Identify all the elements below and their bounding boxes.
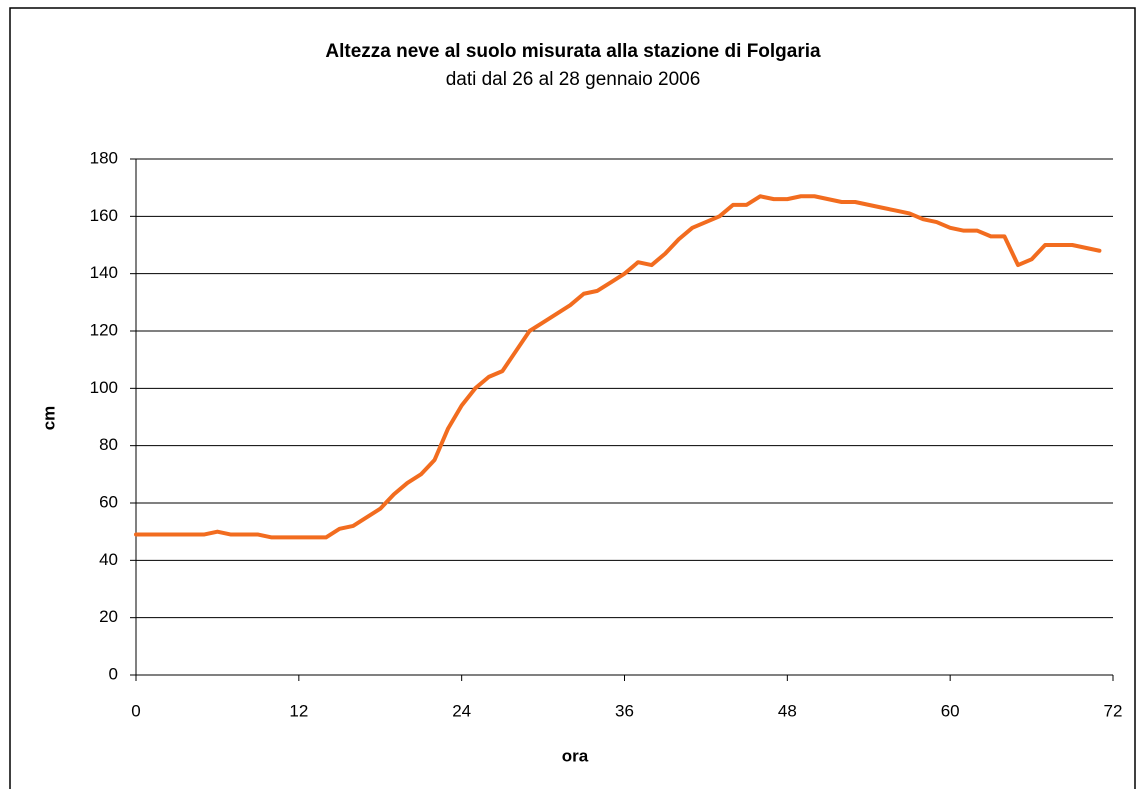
x-tick-label: 72: [1104, 701, 1123, 720]
x-axis-label: ora: [562, 746, 589, 765]
y-tick-label: 20: [99, 607, 118, 626]
y-tick-label: 100: [90, 378, 118, 397]
x-tick-label: 48: [778, 701, 797, 720]
y-tick-label: 40: [99, 550, 118, 569]
chart-frame: [9, 7, 1136, 789]
x-tick-label: 0: [131, 701, 140, 720]
x-tick-label: 24: [452, 701, 471, 720]
data-line: [134, 194, 1102, 540]
y-tick-label: 140: [90, 263, 118, 282]
y-tick-label: 120: [90, 320, 118, 339]
y-tick-label: 80: [99, 435, 118, 454]
chart-subtitle: dati dal 26 al 28 gennaio 2006: [446, 69, 701, 90]
y-tick-label: 180: [90, 148, 118, 167]
y-tick-label: 160: [90, 206, 118, 225]
x-tick-label: 36: [615, 701, 634, 720]
x-tick-label: 60: [941, 701, 960, 720]
chart-title: Altezza neve al suolo misurata alla staz…: [325, 41, 821, 62]
y-tick-label: 0: [109, 664, 118, 683]
y-axis-label: cm: [39, 406, 58, 431]
y-tick-label: 60: [99, 492, 118, 511]
x-tick-label: 12: [289, 701, 308, 720]
